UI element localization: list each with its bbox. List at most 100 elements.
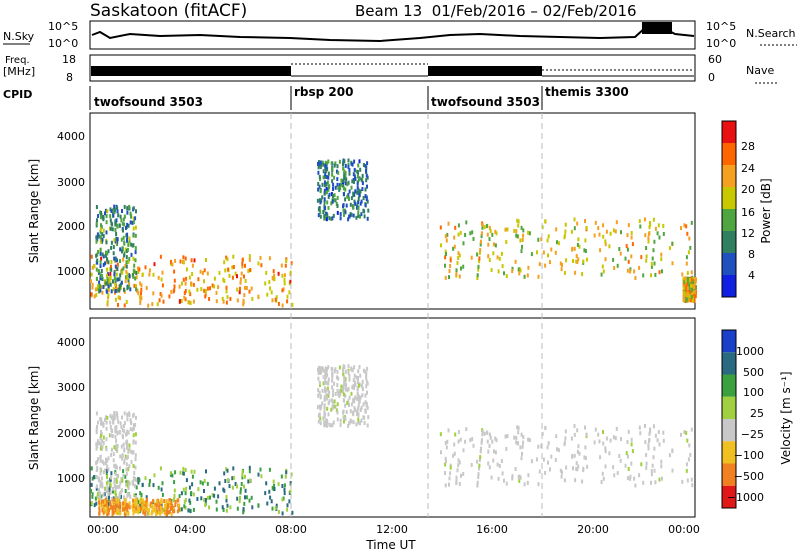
data-cell [630,254,633,259]
data-cell [105,240,108,245]
data-cell [119,501,122,506]
data-cell [109,226,112,231]
data-cell [132,256,135,261]
data-cell [100,476,103,481]
data-cell [124,247,127,252]
data-cell [222,507,225,512]
data-cell [366,390,368,395]
data-cell [116,209,119,214]
data-cell [121,415,123,420]
data-cell [322,368,325,373]
data-cell [110,447,113,452]
data-cell [347,158,350,163]
data-cell [266,292,269,297]
data-cell [120,280,123,285]
data-cell [203,479,206,483]
data-cell [128,501,131,506]
data-cell [99,227,102,232]
data-cell [102,262,105,267]
data-cell [143,500,146,505]
data-cell [444,483,447,488]
data-cell [223,260,226,265]
data-cell [104,211,106,216]
data-cell [100,256,103,261]
data-cell [151,509,154,514]
data-cell [344,377,347,381]
data-cell [319,214,322,219]
data-cell [197,487,200,492]
power-ylabel: Slant Range [km] [27,159,41,263]
data-cell [273,277,276,281]
data-cell [290,261,293,266]
data-cell [364,369,367,374]
data-cell [498,256,501,261]
data-cell [132,423,135,428]
data-cell [340,384,343,389]
data-cell [338,183,341,188]
data-cell [647,236,650,241]
data-cell [218,481,221,486]
data-cell [173,269,176,274]
data-cell [503,478,505,483]
data-cell [537,444,540,449]
data-cell [497,476,500,481]
data-cell [107,501,110,506]
data-cell [575,466,578,471]
data-cell [324,180,326,185]
data-cell [123,222,126,227]
data-cell [124,489,127,493]
data-cell [629,476,632,481]
data-cell [325,182,328,186]
data-cell [319,406,322,411]
data-cell [110,452,113,457]
data-cell [365,401,368,406]
data-cell [268,467,271,472]
data-cell [693,294,696,299]
data-cell [481,432,484,437]
data-cell [139,301,142,305]
data-cell [347,164,350,169]
data-cell [347,370,350,375]
data-cell [519,475,522,480]
data-cell [356,205,358,210]
data-cell [644,233,647,238]
data-cell [577,237,580,242]
data-cell [472,236,475,241]
program-boundaries [290,113,543,517]
data-cell [356,181,359,186]
data-cell [125,480,128,485]
data-cell [281,273,284,278]
data-cell [105,259,108,264]
data-cell [504,434,507,439]
data-cell [114,496,117,501]
data-cell [454,225,457,230]
data-cell [563,270,566,275]
data-cell [550,247,553,252]
data-cell [570,229,573,234]
data-cell [360,177,363,182]
data-cell [128,204,131,209]
data-cell [95,223,98,228]
data-cell [127,223,130,228]
freq-unit: [MHz] [3,65,35,78]
data-cell [572,259,574,263]
data-cell [444,471,446,475]
data-cell [122,266,125,271]
data-cell [316,198,319,203]
data-cell [132,243,135,248]
data-cell [109,282,112,287]
data-cell [107,456,110,461]
data-cell [332,420,335,425]
data-cell [100,211,103,215]
data-cell [115,465,118,470]
data-cell [244,474,246,479]
data-cell [439,432,442,437]
data-cell [114,297,117,302]
data-cell [257,261,260,266]
data-cell [93,294,96,299]
power-yticks: 1000 2000 3000 4000 [57,130,85,278]
data-cell [685,462,688,467]
data-cell [613,473,616,478]
data-cell [685,261,688,266]
data-cell [328,399,331,404]
